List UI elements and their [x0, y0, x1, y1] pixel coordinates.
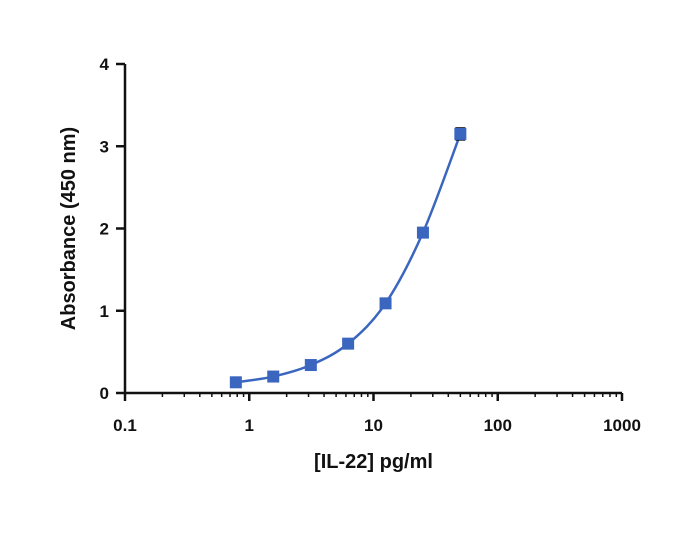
- x-tick-label: 100: [484, 416, 512, 435]
- y-tick-label: 4: [100, 55, 110, 74]
- x-tick-label: 10: [364, 416, 383, 435]
- data-point: [267, 370, 280, 383]
- x-tick-label: 1000: [603, 416, 641, 435]
- y-tick-label: 2: [100, 220, 109, 239]
- data-point: [304, 359, 317, 372]
- x-tick-label: 0.1: [113, 416, 137, 435]
- y-tick-label: 3: [100, 137, 109, 156]
- x-axis-ticks: 0.1 1 10 100 1000: [113, 393, 641, 435]
- data-point: [229, 376, 242, 389]
- data-point: [342, 337, 355, 350]
- x-axis-title: [IL-22] pg/ml: [314, 451, 433, 473]
- x-tick-label: 1: [245, 416, 254, 435]
- y-tick-label: 1: [100, 302, 109, 321]
- y-axis-title: Absorbance (450 nm): [58, 127, 80, 330]
- y-tick-label: 0: [100, 384, 109, 403]
- y-axis-ticks: 0 1 2 3 4: [100, 55, 125, 403]
- data-point: [379, 297, 392, 310]
- data-point: [416, 226, 429, 239]
- data-points: [229, 127, 467, 389]
- data-point: [454, 127, 467, 140]
